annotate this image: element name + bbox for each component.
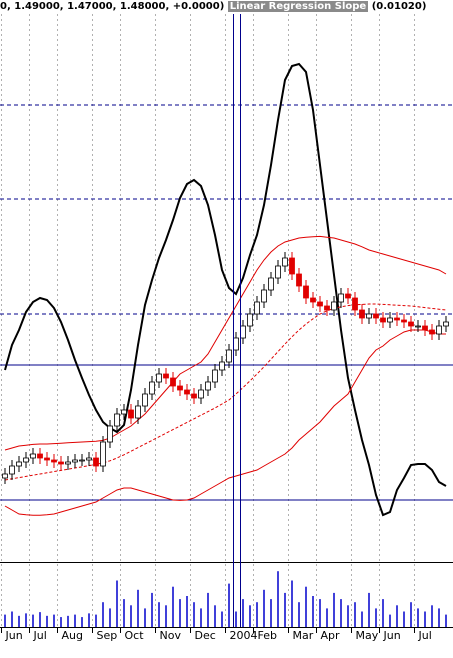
x-tick-label: Oct	[125, 629, 145, 642]
candle-body	[352, 297, 358, 311]
candle-body	[317, 301, 323, 307]
candle-body	[2, 473, 8, 479]
candle-body	[226, 349, 232, 363]
candle-body	[9, 465, 15, 475]
x-tick-label: 2004	[230, 629, 258, 642]
x-tick-label: Sep	[97, 629, 118, 642]
candle-body	[198, 389, 204, 399]
candle-body	[44, 457, 50, 461]
candle-body	[191, 393, 197, 399]
x-tick-label: Jul	[418, 629, 432, 642]
candle-body	[366, 313, 372, 319]
x-tick-label: Apr	[321, 629, 341, 642]
price-text: 0, 1.49000, 1.47000, 1.48000, +0.0000)	[0, 1, 225, 12]
candle-body	[429, 329, 435, 335]
candle-body	[296, 273, 302, 287]
candle-body	[100, 441, 106, 467]
candle-body	[86, 457, 92, 461]
x-tick-label: Nov	[160, 629, 182, 642]
x-tick-label: Dec	[195, 629, 216, 642]
candle-body	[324, 305, 330, 311]
lower-band	[4, 329, 446, 516]
candle-body	[401, 319, 407, 323]
x-tick-label: Jul	[33, 629, 47, 642]
candle-body	[58, 461, 64, 465]
middle-band	[4, 303, 447, 481]
candle-body	[156, 373, 162, 383]
indicator-value: (0.01020)	[371, 1, 427, 12]
candle-body	[387, 317, 393, 323]
candle-body	[282, 257, 288, 267]
candle-body	[443, 321, 449, 327]
candle-body	[177, 385, 183, 391]
candle-body	[72, 459, 78, 463]
candle-body	[408, 321, 414, 327]
candle-body	[37, 453, 43, 459]
candle-body	[30, 453, 36, 459]
candle-body	[163, 373, 169, 379]
candle-body	[233, 337, 239, 351]
candle-body	[275, 265, 281, 279]
candle-body	[331, 301, 337, 311]
candle-body	[415, 325, 421, 328]
candle-body	[240, 325, 246, 339]
candle-body	[268, 277, 274, 291]
candle-body	[93, 457, 99, 467]
candle-body	[310, 297, 316, 303]
candle-body	[184, 389, 190, 395]
x-tick-label: Feb	[258, 629, 277, 642]
candle-body	[79, 459, 85, 462]
candle-body	[345, 293, 351, 299]
candle-body	[114, 413, 120, 427]
indicator-line	[4, 62, 447, 517]
candle-body	[219, 361, 225, 371]
candle-body	[338, 293, 344, 303]
candle-body	[261, 289, 267, 303]
candle-body	[247, 313, 253, 327]
candle-body	[289, 257, 295, 275]
x-tick-label: May	[356, 629, 379, 642]
candle-body	[212, 369, 218, 383]
candle-body	[303, 285, 309, 299]
candle-body	[107, 425, 113, 443]
upper-band	[4, 235, 447, 451]
candle-body	[142, 393, 148, 407]
candle-body	[51, 459, 57, 463]
candle-body	[121, 409, 127, 415]
candle-body	[23, 457, 29, 463]
candle-body	[170, 377, 176, 387]
candle-body	[65, 461, 71, 465]
x-tick-label: Aug	[62, 629, 83, 642]
candle-body	[16, 461, 22, 467]
candle-body	[128, 409, 134, 419]
candle-body	[373, 313, 379, 319]
candle-body	[394, 317, 400, 321]
candle-body	[205, 381, 211, 391]
x-tick-label: Jun	[383, 629, 401, 642]
candle-body	[254, 301, 260, 315]
candle-body	[380, 317, 386, 323]
header: 0, 1.49000, 1.47000, 1.48000, +0.0000) L…	[0, 0, 427, 14]
x-tick-label: Jun	[5, 629, 23, 642]
candle-body	[149, 381, 155, 395]
candle-body	[422, 325, 428, 331]
candle-body	[135, 405, 141, 419]
indicator-name: Linear Regression Slope	[227, 1, 369, 12]
x-tick-label: Mar	[293, 629, 314, 642]
candle-body	[436, 325, 442, 335]
candle-body	[359, 309, 365, 319]
